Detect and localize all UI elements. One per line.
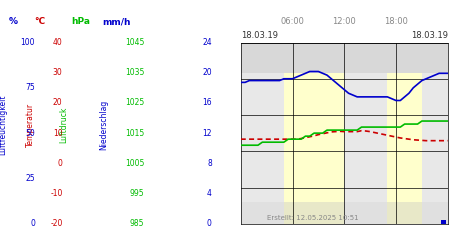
Text: 75: 75	[25, 83, 35, 92]
Text: 20: 20	[202, 68, 212, 77]
Text: 16: 16	[202, 98, 212, 108]
Bar	[387, 42, 422, 73]
Text: 25: 25	[25, 174, 35, 183]
Text: 1015: 1015	[125, 129, 144, 138]
Text: 12: 12	[202, 129, 212, 138]
Text: 0: 0	[30, 219, 35, 228]
Bar	[441, 220, 446, 224]
Bar	[284, 42, 344, 73]
Text: 100: 100	[20, 38, 35, 47]
Text: Niederschlag: Niederschlag	[99, 100, 108, 150]
Text: 985: 985	[130, 219, 144, 228]
Text: 30: 30	[53, 68, 63, 77]
Bar	[387, 202, 422, 224]
Text: 18.03.19: 18.03.19	[411, 31, 448, 40]
Text: 24: 24	[202, 38, 212, 47]
Text: 10: 10	[53, 129, 63, 138]
Text: %: %	[9, 17, 18, 26]
Text: -10: -10	[50, 189, 63, 198]
Text: 18:00: 18:00	[384, 17, 408, 26]
Text: 995: 995	[130, 189, 144, 198]
Text: hPa: hPa	[71, 17, 90, 26]
Text: °C: °C	[34, 17, 45, 26]
Text: Erstellt: 12.05.2025 10:51: Erstellt: 12.05.2025 10:51	[267, 215, 359, 221]
Text: 4: 4	[207, 189, 212, 198]
Text: 18.03.19: 18.03.19	[241, 31, 278, 40]
Text: Luftfeuchtigkeit: Luftfeuchtigkeit	[0, 95, 7, 155]
Text: 06:00: 06:00	[280, 17, 305, 26]
Bar	[387, 42, 422, 224]
Text: 12:00: 12:00	[333, 17, 356, 26]
Text: Temperatur: Temperatur	[26, 103, 35, 147]
Text: Luftdruck: Luftdruck	[59, 107, 68, 143]
Bar	[284, 42, 344, 224]
Bar	[284, 202, 344, 224]
Text: 50: 50	[25, 129, 35, 138]
Text: 0: 0	[207, 219, 212, 228]
Text: 8: 8	[207, 159, 212, 168]
Text: 0: 0	[58, 159, 63, 168]
Text: -20: -20	[50, 219, 63, 228]
Text: 1005: 1005	[125, 159, 144, 168]
Text: 1035: 1035	[125, 68, 144, 77]
Text: 1045: 1045	[125, 38, 144, 47]
Bar	[241, 202, 448, 224]
Text: mm/h: mm/h	[103, 17, 131, 26]
Text: 20: 20	[53, 98, 63, 108]
Bar	[241, 42, 448, 73]
Text: 40: 40	[53, 38, 63, 47]
Text: 1025: 1025	[125, 98, 144, 108]
